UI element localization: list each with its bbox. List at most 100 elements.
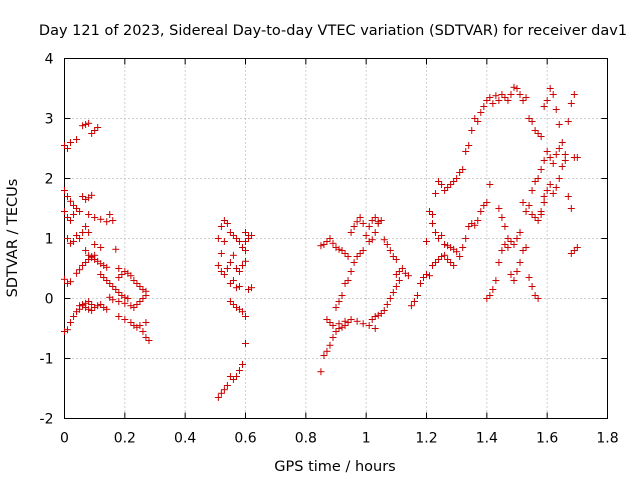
- data-point: [73, 136, 81, 143]
- data-point: [100, 304, 108, 311]
- data-point: [498, 247, 506, 254]
- data-point: [220, 217, 228, 224]
- data-point: [82, 299, 90, 307]
- data-point: [528, 118, 536, 125]
- data-point: [115, 298, 123, 305]
- data-point: [226, 259, 234, 266]
- data-point: [232, 284, 240, 292]
- data-point: [510, 241, 518, 248]
- data-point: [103, 263, 111, 271]
- data-point: [444, 184, 452, 191]
- data-point: [121, 268, 129, 275]
- data-point: [374, 218, 382, 226]
- data-point: [76, 266, 84, 274]
- data-point: [82, 121, 90, 128]
- data-point: [326, 319, 334, 326]
- data-point: [350, 259, 358, 266]
- data-point: [76, 208, 84, 215]
- data-point: [416, 280, 424, 287]
- data-point: [242, 238, 249, 245]
- data-point: [489, 286, 497, 293]
- data-point: [344, 277, 352, 284]
- data-point: [534, 295, 542, 302]
- data-point: [356, 250, 364, 257]
- y-tick-label: 0: [45, 292, 54, 308]
- data-point: [359, 220, 367, 227]
- data-point: [238, 262, 246, 269]
- data-point: [380, 307, 388, 314]
- data-point: [61, 187, 68, 194]
- chart-title: Day 121 of 2023, Sidereal Day-to-day VTE…: [39, 23, 627, 39]
- data-point: [468, 127, 476, 134]
- data-point: [103, 277, 111, 284]
- data-point: [97, 215, 105, 223]
- data-point: [106, 211, 114, 218]
- data-point: [139, 328, 147, 335]
- data-point: [91, 251, 99, 259]
- data-point: [528, 187, 536, 194]
- data-point: [383, 241, 391, 248]
- data-point: [127, 319, 135, 326]
- data-point: [489, 100, 497, 107]
- data-point: [329, 334, 337, 341]
- data-point: [329, 239, 337, 247]
- data-point: [353, 218, 361, 226]
- data-point: [73, 269, 81, 277]
- data-point: [235, 367, 243, 374]
- data-point: [377, 310, 385, 317]
- data-point: [564, 118, 572, 125]
- data-point: [474, 217, 482, 224]
- data-point: [522, 94, 530, 101]
- data-point: [504, 97, 512, 104]
- data-point: [142, 287, 150, 295]
- data-point: [326, 235, 334, 242]
- data-point: [242, 340, 249, 347]
- data-point: [537, 133, 545, 140]
- plot-frame: [64, 58, 608, 419]
- data-point: [522, 244, 530, 251]
- data-point: [540, 193, 548, 200]
- data-point: [238, 244, 246, 251]
- data-point: [534, 130, 542, 137]
- data-point: [139, 286, 147, 293]
- data-point: [486, 292, 494, 299]
- data-point: [389, 253, 397, 260]
- data-point: [365, 322, 373, 329]
- data-point: [232, 265, 240, 272]
- data-point: [444, 242, 452, 250]
- data-point: [540, 199, 548, 206]
- data-point: [507, 91, 515, 98]
- data-point: [492, 277, 500, 284]
- data-point: [118, 292, 126, 299]
- x-tick-label: 1.2: [415, 431, 437, 447]
- data-point: [142, 334, 150, 341]
- data-point: [495, 259, 503, 266]
- data-point: [504, 235, 512, 242]
- data-point: [447, 181, 455, 188]
- data-point: [100, 262, 108, 269]
- data-point: [429, 262, 437, 269]
- data-point: [109, 283, 117, 290]
- data-point: [220, 238, 228, 245]
- data-point: [79, 262, 87, 269]
- data-point: [356, 214, 364, 221]
- data-point: [519, 199, 527, 206]
- data-point: [335, 298, 343, 305]
- data-point: [242, 229, 249, 236]
- data-point: [85, 211, 93, 218]
- data-point: [432, 190, 440, 197]
- data-point: [567, 250, 575, 257]
- data-point: [543, 187, 551, 194]
- data-point: [226, 280, 234, 287]
- data-point: [404, 272, 412, 280]
- data-point: [124, 295, 132, 302]
- data-point: [570, 91, 578, 98]
- data-point: [217, 250, 225, 257]
- data-point: [61, 142, 68, 149]
- data-point: [368, 316, 376, 323]
- data-point: [407, 302, 415, 310]
- data-point: [456, 253, 464, 260]
- data-point: [423, 238, 430, 245]
- data-point: [513, 268, 521, 275]
- data-point: [540, 103, 548, 110]
